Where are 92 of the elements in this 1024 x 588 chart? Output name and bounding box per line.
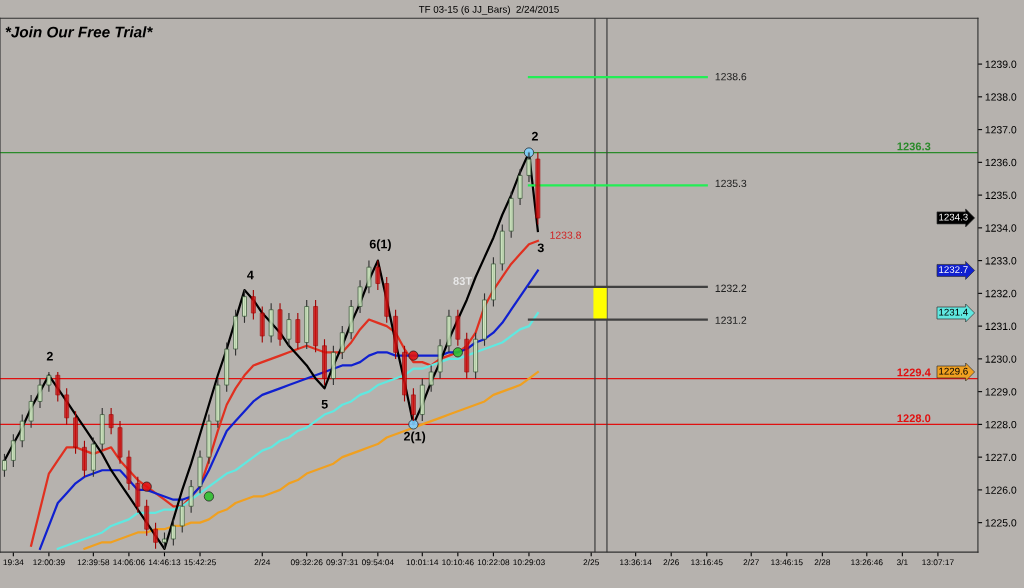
- candlestick: [46, 371, 52, 393]
- annotation: 1238.6: [715, 72, 747, 81]
- candlestick: [428, 364, 434, 393]
- x-tick-label: 10:01:14: [406, 559, 439, 566]
- annotation: 4: [247, 270, 254, 280]
- y-tick-label: 1233.0: [985, 257, 1017, 265]
- x-tick-label: 09:32:26: [290, 559, 323, 566]
- annotation: 2: [531, 131, 538, 141]
- x-tick-label: 09:37:31: [326, 559, 359, 566]
- candlestick: [108, 407, 114, 435]
- x-tick-label: 3/1: [896, 559, 908, 566]
- x-tick-label: 19:34: [3, 559, 24, 566]
- y-tick-label: 1230.0: [985, 355, 1017, 363]
- x-tick-label: 2/25: [583, 559, 599, 566]
- annotation: 5: [321, 399, 328, 409]
- x-tick-label: 13:46:15: [771, 559, 803, 566]
- ref-line-label: 1229.4: [897, 368, 931, 377]
- annotation: 3: [537, 243, 544, 253]
- y-tick-label: 1238.0: [985, 93, 1017, 101]
- line-series: [56, 311, 539, 550]
- annotation: 2: [46, 351, 53, 361]
- candlestick: [242, 289, 247, 324]
- candlestick: [259, 305, 265, 344]
- candlestick: [375, 260, 381, 291]
- annotation: 1234.3: [939, 213, 968, 221]
- x-tick-label: 14:46:13: [148, 559, 181, 566]
- x-tick-label: 13:36:14: [620, 559, 652, 566]
- annotation: 1233.8: [550, 231, 581, 239]
- x-tick-label: 09:54:04: [361, 559, 394, 566]
- y-tick-label: 1228.0: [985, 420, 1017, 429]
- candlestick: [10, 433, 16, 468]
- candlestick: [179, 499, 185, 534]
- x-tick-label: 12:00:39: [33, 559, 65, 566]
- candlestick: [82, 440, 87, 478]
- candlestick: [339, 325, 345, 360]
- x-tick-label: 14:06:06: [113, 559, 145, 566]
- x-tick-label: 2/28: [814, 559, 831, 566]
- candlestick: [250, 289, 256, 321]
- y-tick-label: 1235.0: [985, 191, 1017, 199]
- candlestick: [286, 312, 292, 347]
- x-tick-label: 10:22:08: [477, 559, 510, 566]
- candlestick: [526, 151, 532, 183]
- candlestick: [55, 371, 61, 403]
- annotation: 1235.3: [715, 179, 747, 188]
- x-tick-label: 12:39:58: [77, 559, 110, 566]
- annotation: 83T: [453, 277, 473, 285]
- chart-title: TF 03-15 (6 JJ_Bars) 2/24/2015: [418, 5, 559, 15]
- candlestick: [135, 476, 141, 514]
- ref-line-label: 1236.3: [897, 142, 931, 151]
- line-series: [83, 370, 539, 550]
- annotation: 6(1): [369, 239, 391, 251]
- y-tick-label: 1237.0: [985, 126, 1017, 134]
- candlestick: [366, 260, 372, 294]
- x-tick-label: 15:42:25: [184, 559, 216, 566]
- candlestick: [144, 499, 150, 537]
- candlestick: [64, 387, 70, 425]
- x-tick-label: 13:16:45: [691, 559, 723, 566]
- y-tick-label: 1229.0: [985, 388, 1017, 396]
- candlestick: [517, 168, 523, 206]
- y-tick-label: 1225.0: [985, 519, 1017, 527]
- x-tick-label: 2/24: [254, 559, 271, 566]
- x-tick-label: 10:10:46: [442, 559, 474, 566]
- candlestick: [37, 377, 43, 409]
- x-tick-label: 13:26:46: [851, 559, 883, 566]
- candlestick: [170, 518, 176, 547]
- candlestick: [455, 309, 461, 347]
- annotation: 1231.2: [715, 316, 747, 324]
- x-tick-label: 13:07:17: [922, 559, 954, 566]
- y-tick-label: 1239.0: [985, 60, 1017, 68]
- y-tick-label: 1227.0: [985, 453, 1017, 462]
- x-tick-label: 10:29:03: [513, 559, 545, 566]
- x-tick-label: 2/27: [743, 559, 759, 566]
- annotation: 1232.7: [939, 266, 968, 274]
- annotation: 1232.2: [715, 284, 747, 292]
- y-tick-label: 1236.0: [985, 158, 1017, 167]
- annotation: *Join Our Free Trial*: [5, 26, 153, 38]
- candlestick: [153, 522, 158, 550]
- y-tick-label: 1234.0: [985, 224, 1017, 232]
- x-tick-label: 2/26: [663, 559, 679, 566]
- y-tick-label: 1226.0: [985, 486, 1017, 494]
- candlestick: [188, 479, 194, 514]
- y-tick-label: 1231.0: [985, 322, 1017, 330]
- annotation: 1231.4: [939, 308, 968, 316]
- annotation: 2(1): [403, 431, 426, 444]
- candlestick: [28, 394, 34, 429]
- candlestick: [357, 279, 363, 314]
- candlestick: [19, 414, 25, 448]
- y-tick-label: 1232.0: [985, 289, 1017, 298]
- ref-line-label: 1228.0: [897, 414, 931, 423]
- candlestick: [410, 387, 416, 422]
- candlestick: [295, 312, 301, 350]
- annotation: 1229.6: [939, 367, 968, 375]
